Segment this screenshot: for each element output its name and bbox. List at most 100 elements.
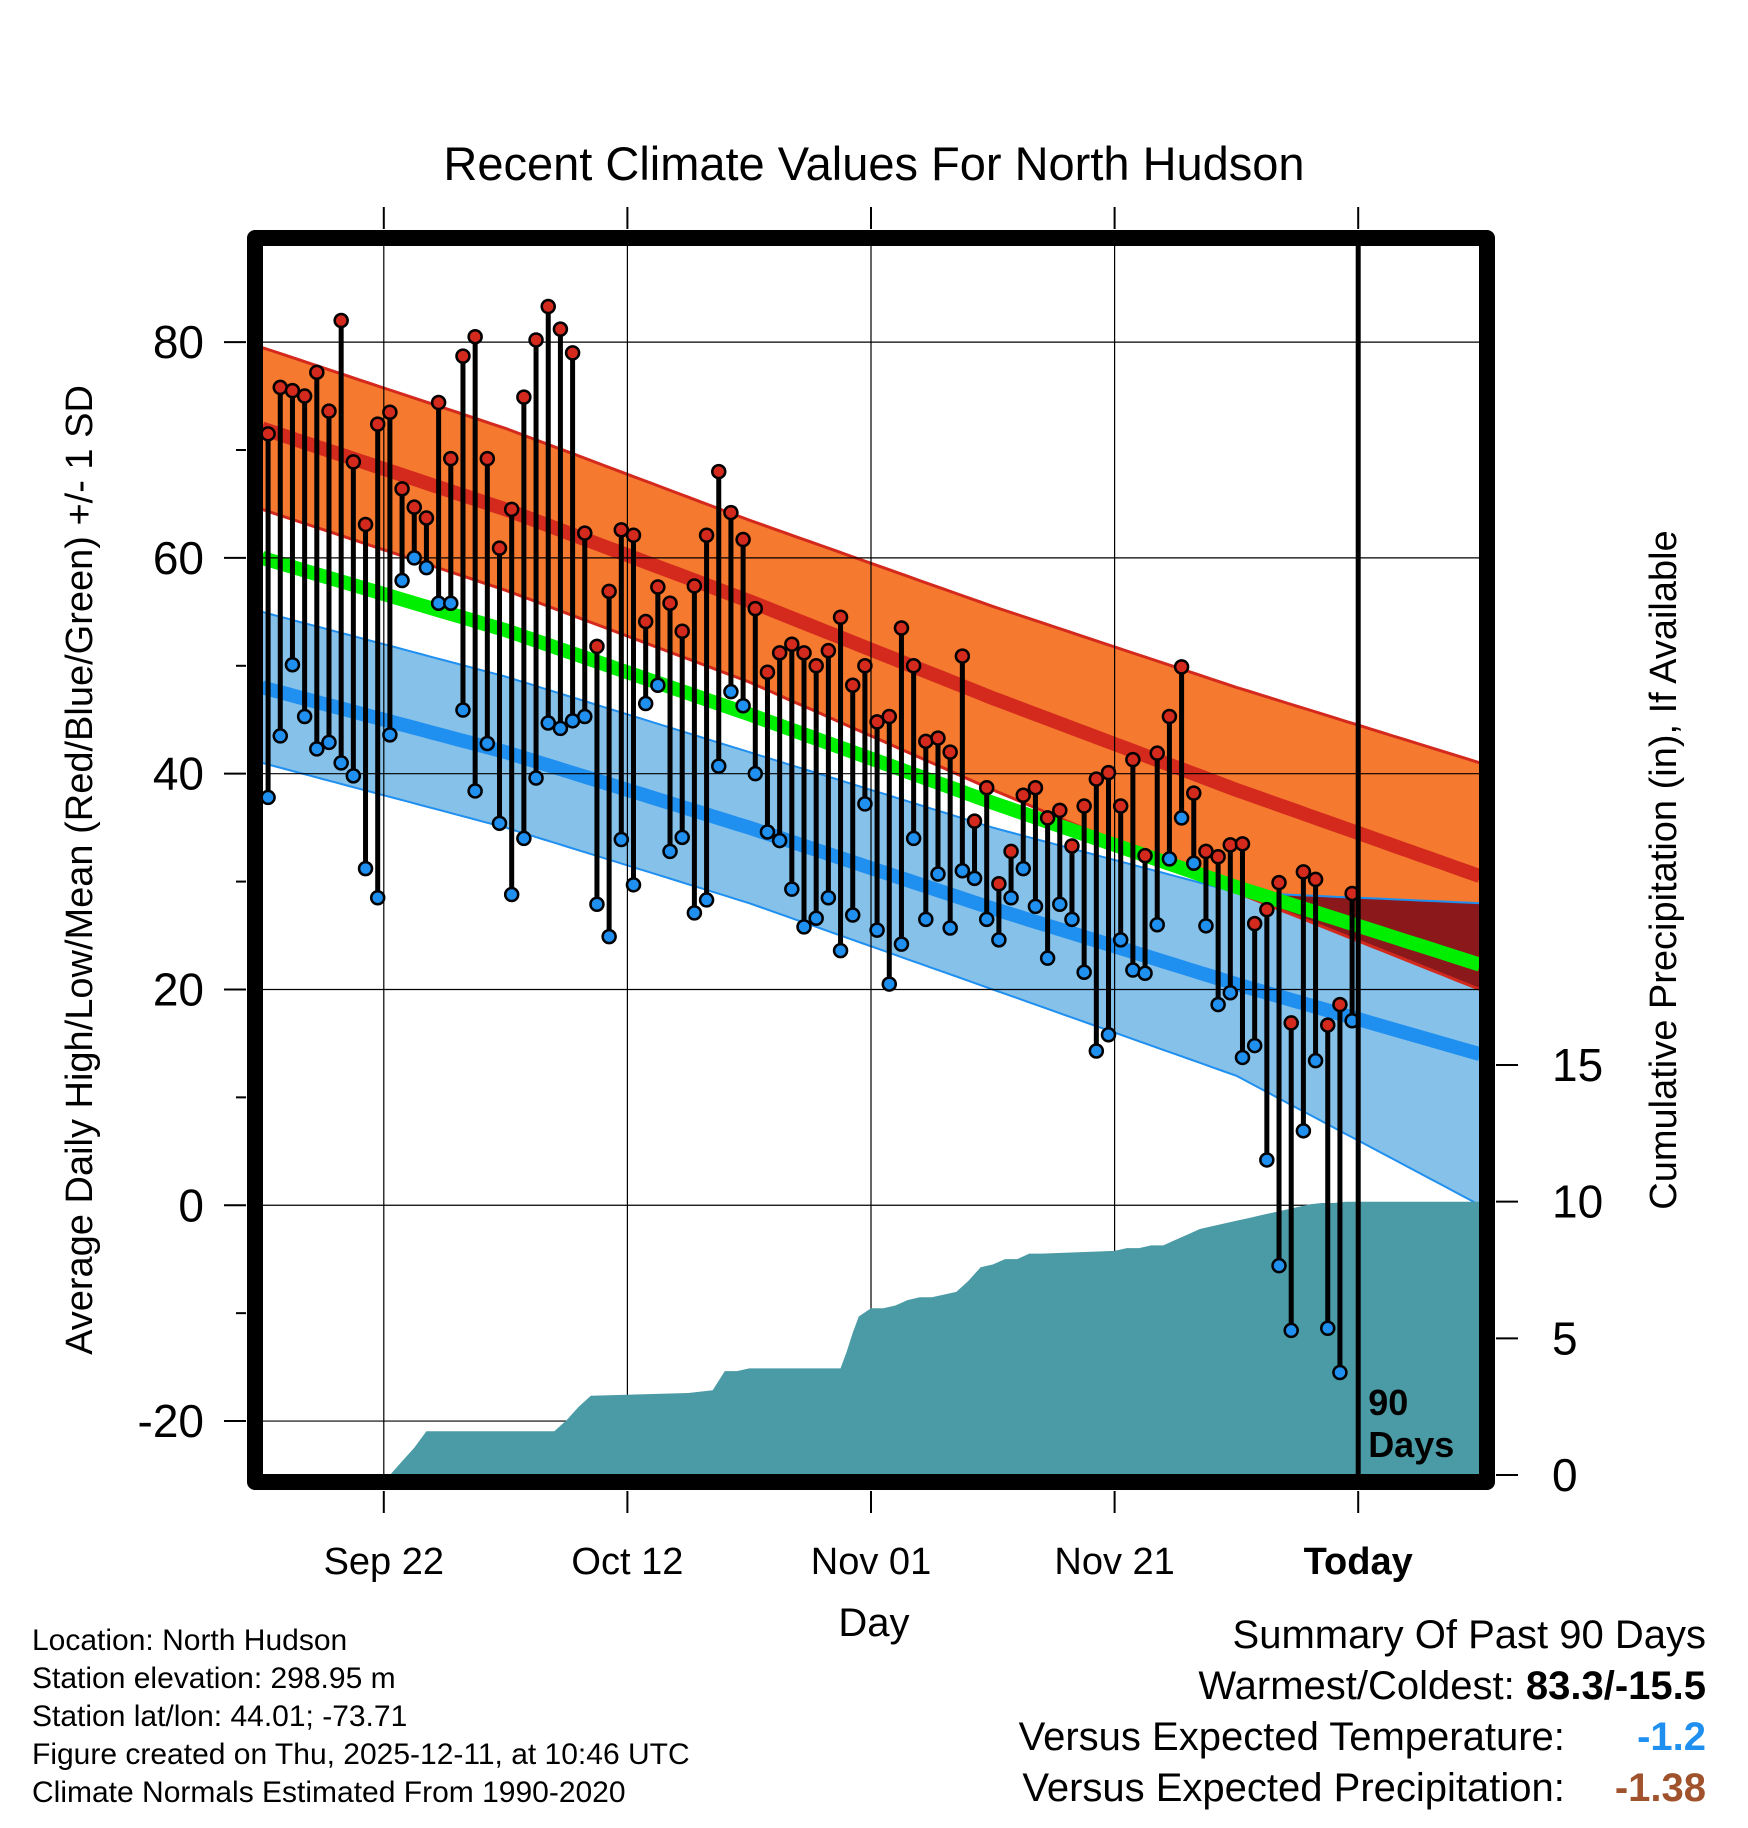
summary-temp: Versus Expected Temperature: -1.2 bbox=[1019, 1712, 1706, 1763]
daily-high-point bbox=[284, 382, 301, 399]
summary-warm-cold: Warmest/Coldest: 83.3/-15.5 bbox=[1019, 1661, 1706, 1712]
daily-high-point bbox=[1112, 798, 1129, 814]
daily-high-point bbox=[723, 504, 739, 521]
daily-low-point bbox=[552, 720, 569, 737]
daily-high-point bbox=[430, 394, 447, 411]
daily-low-point bbox=[406, 550, 422, 566]
daily-high-point bbox=[735, 531, 751, 548]
daily-high-point bbox=[832, 609, 849, 625]
daily-low-point bbox=[1015, 860, 1031, 877]
y-tick-label: 80 bbox=[153, 316, 204, 368]
daily-low-point bbox=[1088, 1043, 1105, 1059]
daily-high-point bbox=[296, 388, 313, 404]
daily-low-point bbox=[747, 765, 764, 782]
daily-low-point bbox=[1222, 984, 1239, 1001]
daily-low-point bbox=[905, 830, 922, 847]
precip-area bbox=[262, 1201, 1480, 1475]
daily-high-point bbox=[1149, 745, 1165, 761]
daily-low-point bbox=[1320, 1320, 1336, 1337]
precip-value: -1.38 bbox=[1614, 1766, 1706, 1810]
daily-low-point bbox=[369, 890, 386, 906]
y2-tick-label: 0 bbox=[1552, 1449, 1578, 1501]
daily-high-point bbox=[820, 642, 837, 659]
daily-high-point bbox=[796, 645, 812, 661]
daily-low-point bbox=[1027, 898, 1044, 915]
daily-high-point bbox=[1027, 779, 1044, 796]
daily-high-point bbox=[857, 658, 873, 674]
daily-low-point bbox=[796, 919, 812, 935]
daily-high-point bbox=[357, 516, 374, 533]
daily-high-point bbox=[869, 714, 885, 730]
daily-high-point bbox=[467, 328, 483, 345]
summary-panel: Summary Of Past 90 Days Warmest/Coldest:… bbox=[1019, 1610, 1706, 1814]
daily-low-point bbox=[1198, 918, 1214, 934]
daily-low-point bbox=[832, 942, 849, 959]
daily-high-point bbox=[686, 578, 703, 594]
daily-high-point bbox=[613, 522, 630, 538]
x-tick-label: Oct 12 bbox=[571, 1541, 683, 1583]
warm-cold-value: 83.3/-15.5 bbox=[1525, 1664, 1706, 1708]
daily-high-point bbox=[394, 481, 410, 497]
daily-high-point bbox=[491, 540, 508, 556]
elevation-label: Station elevation: 298.95 m bbox=[32, 1662, 396, 1695]
daily-low-point bbox=[881, 976, 898, 992]
daily-low-point bbox=[1259, 1152, 1275, 1168]
daily-high-point bbox=[905, 658, 922, 674]
daily-high-point bbox=[650, 579, 666, 595]
daily-high-point bbox=[406, 499, 422, 515]
daily-high-point bbox=[759, 664, 776, 681]
daily-high-point bbox=[711, 463, 727, 480]
daily-low-point bbox=[321, 734, 337, 751]
daily-high-point bbox=[516, 389, 532, 405]
daily-low-point bbox=[613, 831, 630, 848]
period-label-days: Days bbox=[1368, 1424, 1454, 1465]
y2-tick-label: 15 bbox=[1552, 1039, 1603, 1091]
y2-tick-label: 5 bbox=[1552, 1312, 1578, 1364]
daily-low-point bbox=[418, 559, 435, 576]
daily-high-point bbox=[1234, 836, 1251, 852]
created-label: Figure created on Thu, 2025-12-11, at 10… bbox=[32, 1738, 690, 1771]
daily-high-point bbox=[1271, 874, 1287, 891]
summary-precip: Versus Expected Precipitation: -1.38 bbox=[1019, 1763, 1706, 1814]
daily-low-point bbox=[686, 905, 703, 921]
daily-low-point bbox=[1052, 896, 1068, 912]
daily-low-point bbox=[954, 863, 971, 879]
daily-low-point bbox=[844, 907, 861, 923]
daily-high-point bbox=[382, 404, 398, 420]
daily-high-point bbox=[625, 527, 642, 543]
daily-low-point bbox=[1039, 950, 1056, 966]
daily-high-point bbox=[1039, 810, 1056, 826]
daily-high-point bbox=[333, 312, 349, 329]
daily-high-point bbox=[1283, 1015, 1299, 1031]
daily-low-point bbox=[479, 735, 496, 752]
daily-high-point bbox=[1320, 1017, 1336, 1033]
daily-low-point bbox=[966, 870, 983, 887]
daily-low-point bbox=[857, 796, 873, 812]
daily-low-point bbox=[662, 843, 678, 860]
summary-title: Summary Of Past 90 Days bbox=[1232, 1613, 1706, 1657]
daily-low-point bbox=[1234, 1049, 1251, 1066]
daily-high-point bbox=[1173, 659, 1190, 675]
daily-low-point bbox=[735, 697, 751, 714]
daily-low-point bbox=[978, 911, 995, 928]
daily-low-point bbox=[1112, 932, 1129, 948]
daily-high-point bbox=[1003, 843, 1019, 860]
daily-high-point bbox=[503, 501, 520, 518]
y-tick-label: 20 bbox=[153, 963, 204, 1015]
daily-low-point bbox=[589, 896, 605, 912]
daily-low-point bbox=[1186, 855, 1202, 871]
daily-low-point bbox=[516, 830, 532, 847]
daily-high-point bbox=[954, 648, 971, 664]
daily-low-point bbox=[1173, 810, 1190, 826]
daily-high-point bbox=[564, 345, 581, 361]
y-axis-label: Average Daily High/Low/Mean (Red/Blue/Gr… bbox=[59, 385, 101, 1355]
daily-high-point bbox=[1332, 996, 1348, 1013]
daily-high-point bbox=[1137, 847, 1153, 864]
y-tick-label: 60 bbox=[153, 532, 204, 584]
daily-low-point bbox=[262, 789, 276, 806]
daily-low-point bbox=[467, 783, 483, 799]
daily-high-point bbox=[1100, 764, 1117, 781]
daily-high-point bbox=[577, 525, 593, 541]
daily-high-point bbox=[601, 583, 617, 600]
daily-low-point bbox=[382, 727, 398, 743]
